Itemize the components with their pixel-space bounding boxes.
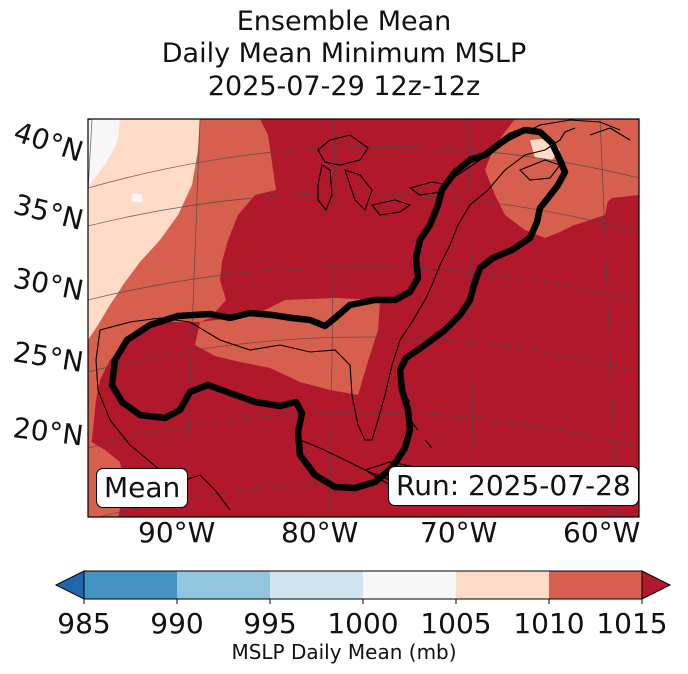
map-border bbox=[87, 118, 640, 518]
lat-label-25: 25°N bbox=[11, 335, 86, 379]
colorbar-tick-1005: 1005 bbox=[420, 607, 492, 640]
lat-label-35: 35°N bbox=[10, 188, 86, 237]
colorbar-bin-995-1000 bbox=[270, 571, 363, 599]
colorbar-bin-990-995 bbox=[177, 571, 270, 599]
colorbar-bin-1000-1005 bbox=[363, 571, 456, 599]
title-line-1: Ensemble Mean bbox=[236, 6, 452, 37]
colorbar-label: MSLP Daily Mean (mb) bbox=[231, 640, 457, 664]
colorbar-bin-1005-1010 bbox=[456, 571, 549, 599]
colorbar-tick-1010: 1010 bbox=[513, 607, 585, 640]
field-near-white bbox=[88, 119, 120, 185]
lat-label-20: 20°N bbox=[11, 411, 85, 452]
colorbar-tick-1000: 1000 bbox=[327, 607, 399, 640]
field-mid-red-atlantic-east bbox=[570, 190, 610, 225]
run-label-box: Run: 2025-07-28 bbox=[388, 466, 639, 506]
colorbar-bin-985-990 bbox=[84, 571, 177, 599]
colorbar-extend-low bbox=[54, 570, 85, 600]
colorbar-ticks bbox=[83, 599, 643, 604]
lon-label-80w: 80°W bbox=[281, 516, 358, 549]
lat-label-30: 30°N bbox=[11, 261, 87, 307]
title-line-2: Daily Mean Minimum MSLP bbox=[161, 38, 527, 69]
lon-label-60w: 60°W bbox=[563, 516, 640, 549]
lon-label-90w: 90°W bbox=[138, 516, 215, 549]
colorbar-tick-1015: 1015 bbox=[596, 607, 668, 640]
colorbar bbox=[54, 570, 672, 604]
mean-label-box: Mean bbox=[96, 468, 189, 508]
title-line-3: 2025-07-29 12z-12z bbox=[207, 71, 481, 102]
field-near-white-patch bbox=[132, 194, 142, 202]
pressure-contour bbox=[108, 126, 569, 492]
colorbar-tick-990: 990 bbox=[150, 607, 204, 640]
colorbar-tick-985: 985 bbox=[57, 607, 111, 640]
colorbar-tick-995: 995 bbox=[243, 607, 297, 640]
colorbar-extend-high bbox=[641, 570, 672, 600]
field-light-salmon bbox=[88, 119, 200, 340]
colorbar-bin-1010-1015 bbox=[549, 571, 642, 599]
lon-label-70w: 70°W bbox=[420, 516, 497, 549]
lat-label-40: 40°N bbox=[10, 115, 87, 168]
map-panel bbox=[88, 119, 639, 517]
